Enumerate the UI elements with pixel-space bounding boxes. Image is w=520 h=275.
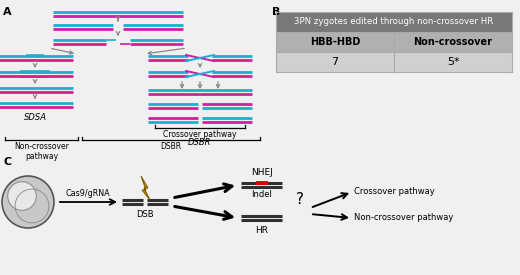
Text: B: B [272, 7, 280, 17]
Text: C: C [3, 157, 11, 167]
FancyBboxPatch shape [276, 52, 512, 72]
Text: NHEJ: NHEJ [251, 168, 273, 177]
Text: DSBR: DSBR [161, 142, 181, 151]
FancyBboxPatch shape [276, 32, 512, 52]
FancyBboxPatch shape [276, 12, 512, 32]
Text: A: A [3, 7, 11, 17]
Text: Non-crossover pathway: Non-crossover pathway [354, 213, 453, 222]
Polygon shape [141, 176, 150, 200]
Text: 5*: 5* [447, 57, 459, 67]
Text: SDSA: SDSA [23, 113, 46, 122]
Text: 7: 7 [331, 57, 339, 67]
Text: Indel: Indel [252, 190, 272, 199]
Text: HBB-HBD: HBB-HBD [310, 37, 360, 47]
Text: Crossover pathway: Crossover pathway [354, 188, 435, 197]
Text: HR: HR [255, 226, 268, 235]
Text: Non-crossover: Non-crossover [413, 37, 492, 47]
Text: Crossover pathway: Crossover pathway [163, 130, 237, 139]
Circle shape [8, 182, 36, 210]
Text: Non-crossover
pathway: Non-crossover pathway [14, 142, 69, 161]
Text: DSB: DSB [136, 210, 154, 219]
Text: ?: ? [296, 192, 304, 208]
Text: DSBR: DSBR [188, 138, 212, 147]
Text: Cas9/gRNA: Cas9/gRNA [66, 189, 110, 198]
Circle shape [2, 176, 54, 228]
Text: 3PN zygotes edited through non-crossover HR: 3PN zygotes edited through non-crossover… [294, 18, 493, 26]
